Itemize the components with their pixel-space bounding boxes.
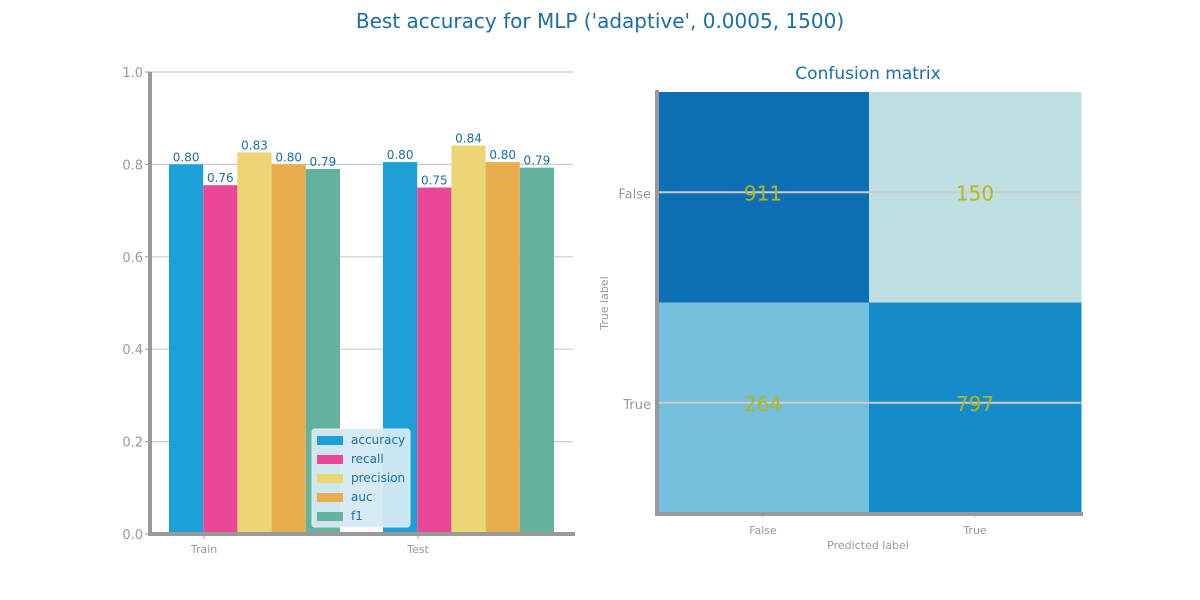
bar — [169, 164, 204, 534]
matrix-cell — [657, 92, 870, 303]
legend-label: f1 — [351, 509, 363, 523]
y-tick-label: 0.2 — [122, 436, 143, 451]
bar-value-label: 0.79 — [524, 154, 551, 168]
matrix-cell-value: 797 — [956, 392, 994, 416]
legend-swatch — [317, 436, 343, 445]
x-tick-label: False — [749, 524, 777, 537]
bar-value-label: 0.83 — [241, 138, 268, 152]
x-tick-label: True — [962, 524, 987, 537]
y-tick-label: 0.8 — [122, 158, 143, 173]
y-tick-label: False — [618, 187, 651, 202]
bar — [203, 185, 238, 534]
legend-swatch — [317, 474, 343, 483]
legend-swatch — [317, 512, 343, 521]
legend: accuracy recall precision auc f1 — [311, 428, 411, 528]
confusion-matrix-title: Confusion matrix — [795, 64, 940, 84]
matrix-cell-value: 911 — [744, 181, 782, 205]
matrix-cell — [657, 302, 870, 514]
x-tick-label: Test — [406, 543, 429, 556]
y-axis-label: True label — [598, 276, 611, 330]
y-tick-label: 0.0 — [122, 528, 143, 543]
legend-label: precision — [351, 471, 405, 485]
legend-label: auc — [351, 490, 373, 504]
figure-title: Best accuracy for MLP ('adaptive', 0.000… — [356, 9, 844, 33]
bar-value-label: 0.75 — [421, 174, 448, 188]
legend-box — [311, 428, 411, 528]
y-tick-label: True — [622, 398, 651, 413]
bar-value-label: 0.84 — [455, 131, 482, 145]
bar — [237, 152, 272, 534]
bar — [271, 164, 306, 534]
y-tick-label: 0.6 — [122, 251, 143, 266]
confusion-matrix-chart: Confusion matrix 911 150 264 797 False True Fa… — [598, 64, 1083, 552]
x-axis-label: Predicted label — [827, 539, 909, 552]
bar-value-label: 0.80 — [489, 148, 516, 162]
matrix-cell-value: 264 — [744, 392, 782, 416]
legend-swatch — [317, 455, 343, 464]
bar-value-label: 0.79 — [310, 155, 337, 169]
y-tick-label: 1.0 — [122, 66, 143, 81]
legend-label: recall — [351, 452, 384, 466]
legend-label: accuracy — [351, 433, 405, 447]
bar-value-label: 0.80 — [387, 148, 414, 162]
matrix-cell-value: 150 — [956, 181, 994, 205]
bar — [417, 187, 452, 534]
bar-value-label: 0.80 — [173, 150, 200, 164]
bar — [485, 162, 520, 534]
y-tick-label: 0.4 — [122, 343, 143, 358]
bar-value-label: 0.76 — [207, 171, 234, 185]
matrix-cell — [869, 302, 1082, 514]
legend-swatch — [317, 493, 343, 502]
bar — [451, 145, 486, 534]
metrics-bar-chart: 0.0 0.2 0.4 0.6 0.8 1.0 0.80 0.76 0.83 0.80 0.79 Tr… — [122, 66, 575, 556]
bar-value-label: 0.80 — [275, 150, 302, 164]
bar — [519, 167, 554, 534]
matrix-cell — [869, 92, 1082, 303]
x-tick-label: Train — [190, 543, 217, 556]
